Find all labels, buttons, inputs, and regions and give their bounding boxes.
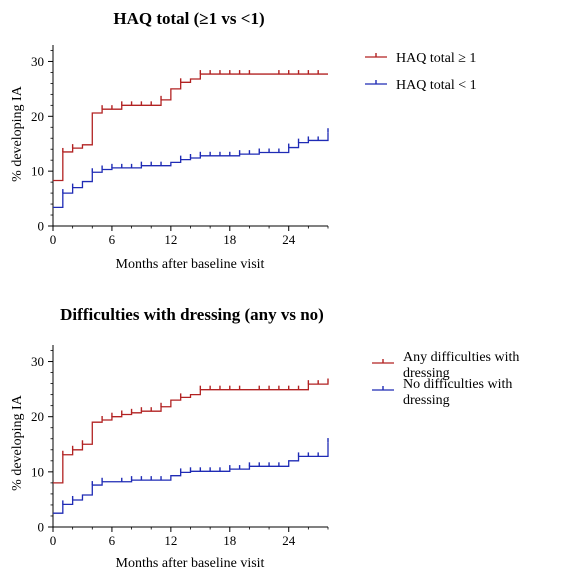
x-tick-label: 6 [109,533,116,548]
x-axis-label: Months after baseline visit [116,257,265,272]
x-tick-label: 12 [164,533,177,548]
y-axis-label: % developing IA [10,394,25,491]
y-tick-label: 20 [31,409,44,424]
legend-label: Any difficulties with dressing [403,350,519,381]
y-tick-label: 30 [31,54,44,69]
series-line [53,132,329,209]
y-axis-label: % developing IA [10,85,25,182]
y-tick-label: 0 [38,520,45,535]
y-tick-label: 10 [31,464,44,479]
x-tick-label: 12 [164,232,177,247]
y-tick-label: 0 [38,219,45,234]
x-tick-label: 24 [282,232,296,247]
y-tick-label: 20 [31,109,44,124]
y-tick-label: 30 [31,354,44,369]
x-tick-label: 6 [109,232,116,247]
legend-label: HAQ total ≥ 1 [396,51,476,66]
x-tick-label: 0 [50,232,57,247]
chart-title: HAQ total (≥1 vs <1) [113,9,264,28]
y-tick-label: 10 [31,164,44,179]
legend-label: No difficulties with dressing [403,377,512,408]
x-axis-label: Months after baseline visit [116,556,265,571]
series-line [53,73,328,182]
chart-panel-dressing: Difficulties with dressing (any vs no) %… [10,305,519,571]
x-tick-label: 24 [282,533,296,548]
series-line [53,442,329,514]
legend-label: HAQ total < 1 [396,78,477,93]
x-tick-label: 18 [223,232,236,247]
chart-title: Difficulties with dressing (any vs no) [60,305,324,324]
x-tick-label: 18 [223,533,236,548]
x-tick-label: 0 [50,533,57,548]
chart-panel-haq-total: HAQ total (≥1 vs <1) % developing IA Mon… [10,9,477,272]
